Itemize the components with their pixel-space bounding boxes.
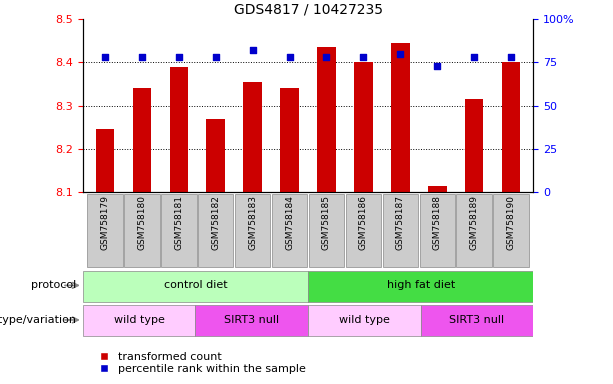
FancyBboxPatch shape	[308, 305, 421, 336]
FancyBboxPatch shape	[457, 194, 492, 267]
Point	[506, 54, 516, 60]
Bar	[318, 47, 336, 192]
FancyBboxPatch shape	[493, 194, 529, 267]
Text: GSM758179: GSM758179	[101, 195, 109, 250]
FancyBboxPatch shape	[196, 305, 308, 336]
Bar	[243, 82, 262, 192]
FancyBboxPatch shape	[308, 270, 533, 302]
Point	[395, 51, 405, 57]
FancyBboxPatch shape	[198, 194, 234, 267]
Point	[174, 54, 184, 60]
Point	[248, 47, 257, 53]
Bar	[391, 43, 409, 192]
FancyBboxPatch shape	[383, 194, 418, 267]
Text: GSM758187: GSM758187	[396, 195, 405, 250]
Text: SIRT3 null: SIRT3 null	[449, 315, 504, 325]
FancyBboxPatch shape	[87, 194, 123, 267]
Point	[284, 54, 294, 60]
Text: wild type: wild type	[113, 315, 164, 325]
Text: protocol: protocol	[31, 280, 77, 290]
FancyBboxPatch shape	[421, 305, 533, 336]
Bar	[280, 88, 299, 192]
Legend: transformed count, percentile rank within the sample: transformed count, percentile rank withi…	[88, 348, 311, 379]
FancyBboxPatch shape	[124, 194, 159, 267]
Point	[470, 54, 479, 60]
Bar	[428, 185, 446, 192]
Point	[211, 54, 221, 60]
Bar	[502, 63, 520, 192]
Text: GSM758190: GSM758190	[507, 195, 516, 250]
Bar	[354, 63, 373, 192]
Text: GSM758185: GSM758185	[322, 195, 331, 250]
FancyBboxPatch shape	[83, 270, 308, 302]
Text: SIRT3 null: SIRT3 null	[224, 315, 280, 325]
Point	[359, 54, 368, 60]
FancyBboxPatch shape	[161, 194, 197, 267]
FancyBboxPatch shape	[235, 194, 270, 267]
Text: genotype/variation: genotype/variation	[0, 315, 77, 325]
Bar	[207, 119, 225, 192]
Text: GSM758181: GSM758181	[174, 195, 183, 250]
Bar	[132, 88, 151, 192]
FancyBboxPatch shape	[83, 305, 196, 336]
Bar	[96, 129, 114, 192]
Text: GSM758186: GSM758186	[359, 195, 368, 250]
Text: wild type: wild type	[339, 315, 390, 325]
Title: GDS4817 / 10427235: GDS4817 / 10427235	[234, 3, 383, 17]
Text: GSM758182: GSM758182	[211, 195, 220, 250]
Text: GSM758184: GSM758184	[285, 195, 294, 250]
Bar	[465, 99, 484, 192]
Point	[322, 54, 332, 60]
Bar	[170, 67, 188, 192]
Point	[432, 63, 442, 69]
FancyBboxPatch shape	[419, 194, 455, 267]
FancyBboxPatch shape	[309, 194, 345, 267]
Text: high fat diet: high fat diet	[387, 280, 455, 290]
Text: control diet: control diet	[164, 280, 227, 290]
Text: GSM758189: GSM758189	[470, 195, 479, 250]
Point	[100, 54, 110, 60]
Text: GSM758188: GSM758188	[433, 195, 442, 250]
Text: GSM758180: GSM758180	[137, 195, 147, 250]
Point	[137, 54, 147, 60]
Text: GSM758183: GSM758183	[248, 195, 257, 250]
FancyBboxPatch shape	[346, 194, 381, 267]
FancyBboxPatch shape	[272, 194, 307, 267]
